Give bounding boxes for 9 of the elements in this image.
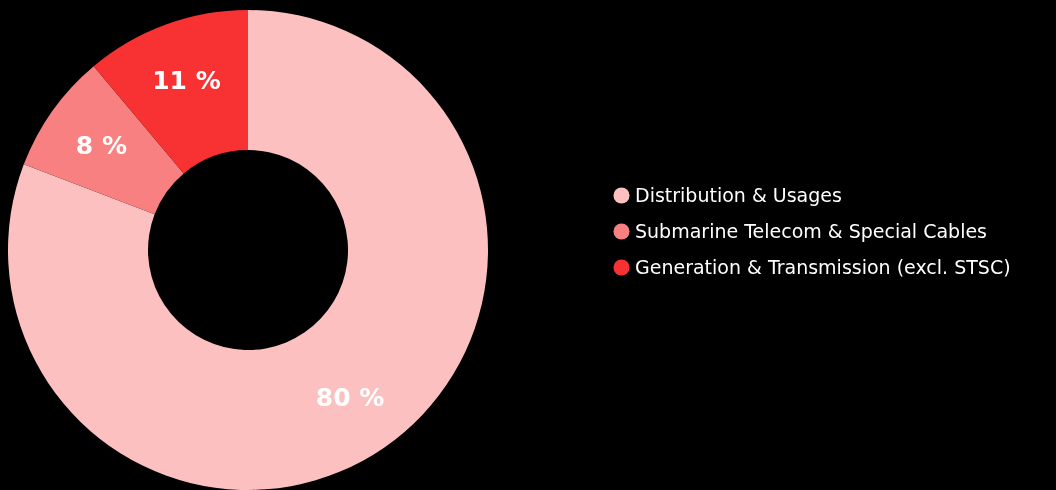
data-label: 80 % [315, 383, 385, 413]
data-label: 8 % [75, 130, 127, 160]
donut-slice [8, 10, 488, 490]
donut-slice [93, 10, 248, 174]
legend-label: Generation & Transmission (excl. STSC) [635, 255, 1011, 278]
legend-label: Distribution & Usages [635, 183, 842, 206]
data-label: 11 % [152, 65, 221, 95]
legend-label: Submarine Telecom & Special Cables [635, 219, 988, 242]
donut-slice [23, 66, 184, 215]
